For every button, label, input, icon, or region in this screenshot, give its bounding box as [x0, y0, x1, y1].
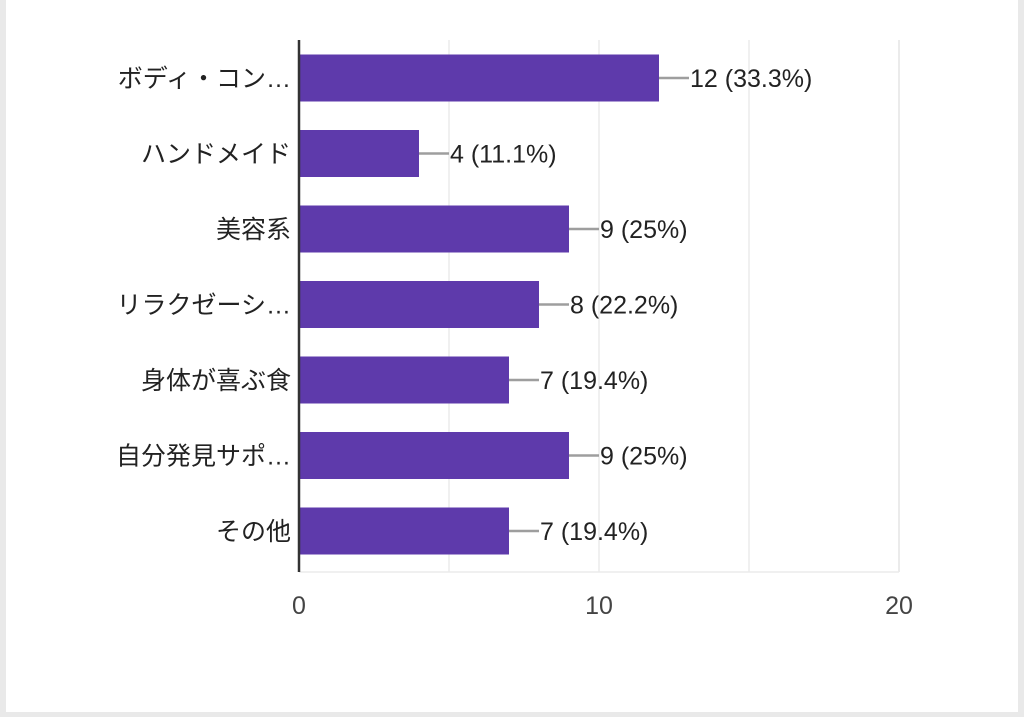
category-label: 自分発見サポ… [116, 443, 291, 471]
bar [299, 356, 509, 404]
category-label: 美容系 [216, 216, 291, 244]
data-label: 8 (22.2%) [570, 292, 678, 320]
data-label: 9 (25%) [600, 443, 688, 471]
category-label: 身体が喜ぶ食 [141, 367, 291, 395]
x-tick-label: 20 [885, 592, 913, 620]
x-tick-label: 0 [292, 592, 306, 620]
data-label: 7 (19.4%) [540, 518, 648, 546]
category-label: リラクゼーシ… [116, 292, 291, 320]
x-tick-label: 10 [585, 592, 613, 620]
data-label: 9 (25%) [600, 216, 688, 244]
category-label: その他 [216, 518, 291, 546]
bar [299, 507, 509, 555]
data-label: 4 (11.1%) [450, 141, 557, 169]
category-label: ハンドメイド [141, 141, 291, 169]
bar-chart: 12 (33.3%) ボディ・コン… 4 (11.1%) ハンドメイド 9 (25%) 美… [116, 40, 913, 620]
bar [299, 130, 419, 177]
category-label: ボディ・コン… [118, 65, 291, 93]
bar [299, 205, 569, 253]
bars [299, 54, 689, 555]
bar [299, 432, 569, 479]
data-label: 7 (19.4%) [540, 367, 648, 395]
chart-card: 12 (33.3%) ボディ・コン… 4 (11.1%) ハンドメイド 9 (25%) 美… [6, 0, 1018, 712]
data-label: 12 (33.3%) [690, 65, 812, 93]
grid-lines [299, 40, 900, 573]
bar [299, 54, 659, 102]
labels: 12 (33.3%) ボディ・コン… 4 (11.1%) ハンドメイド 9 (25%) 美… [116, 65, 913, 620]
bar [299, 281, 539, 328]
